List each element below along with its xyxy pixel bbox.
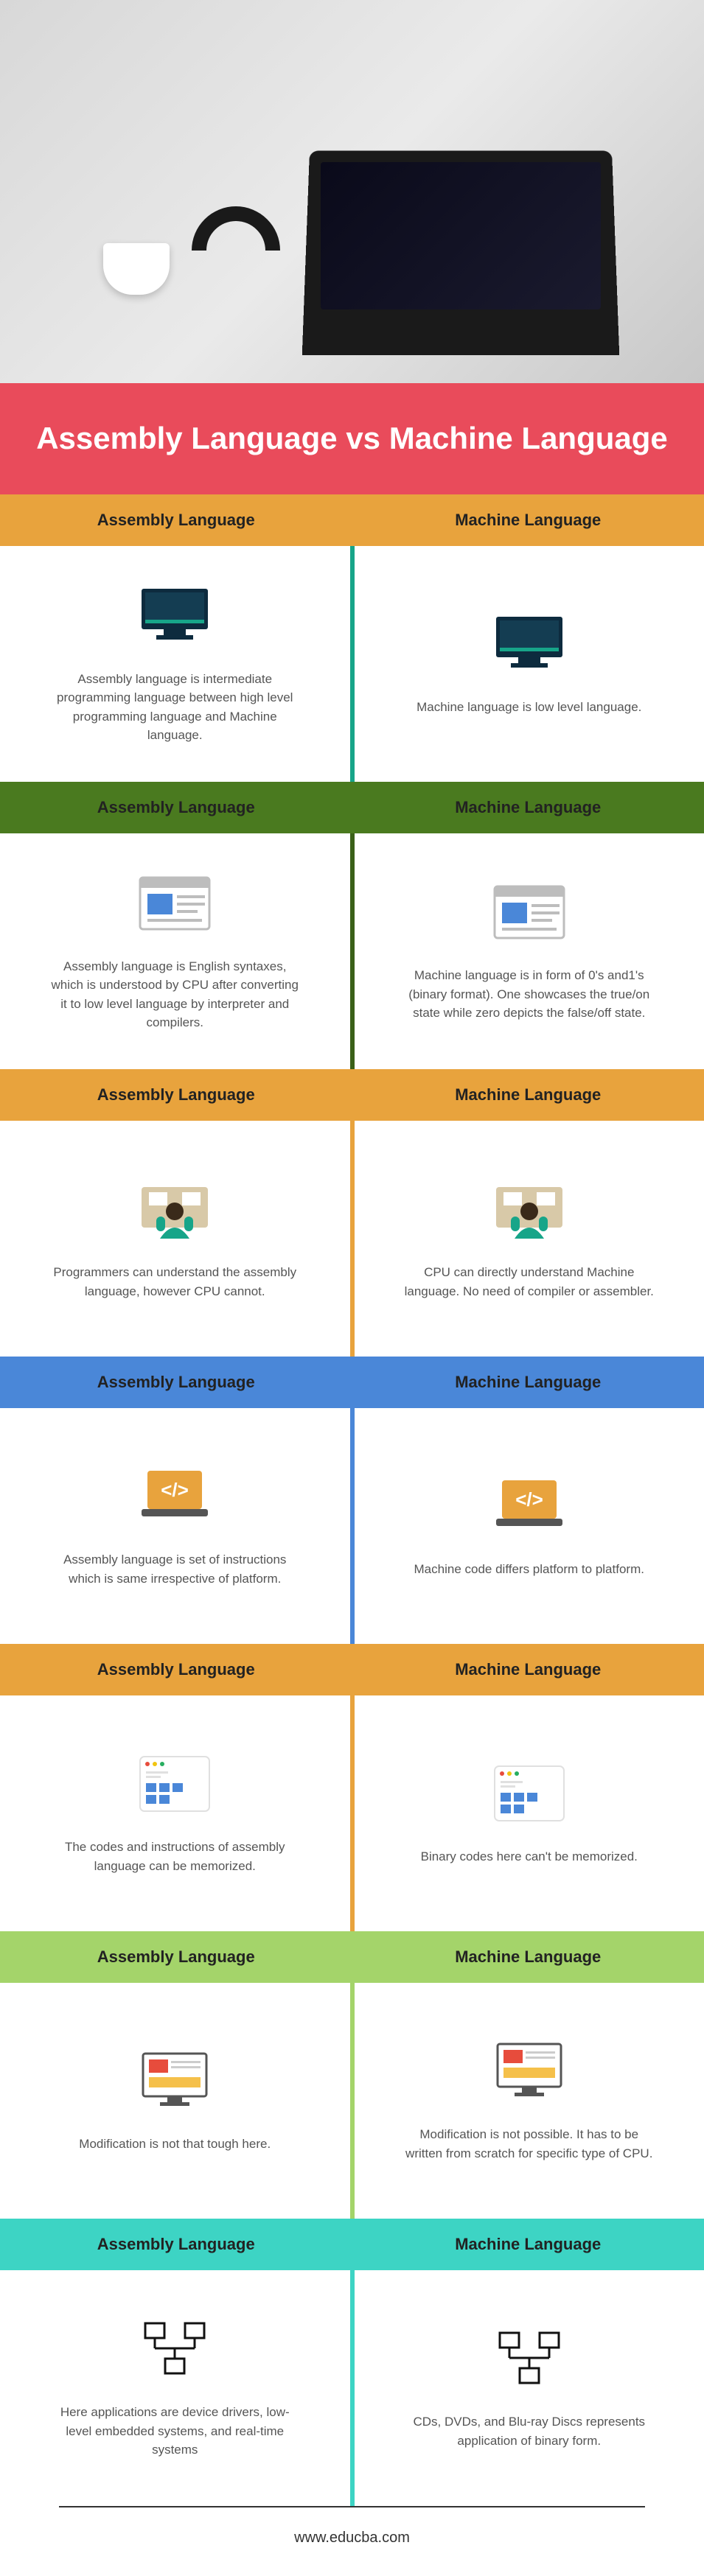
col-left-label: Assembly Language — [0, 1931, 352, 1983]
right-desc: CPU can directly understand Machine lang… — [404, 1263, 655, 1301]
left-cell: Programmers can understand the assembly … — [0, 1121, 350, 1357]
col-right-label: Machine Language — [352, 2219, 704, 2270]
section-header: Assembly Language Machine Language — [0, 1931, 704, 1983]
left-cell: Here applications are device drivers, lo… — [0, 2270, 350, 2506]
hero-image — [0, 0, 704, 383]
comparison-row: Modification is not that tough here. Mod… — [0, 1983, 704, 2219]
browser-window-icon — [134, 870, 215, 937]
monitor-page-icon — [134, 2048, 215, 2114]
section-header: Assembly Language Machine Language — [0, 1357, 704, 1408]
footer-url: www.educba.com — [59, 2506, 645, 2576]
left-desc: The codes and instructions of assembly l… — [49, 1838, 300, 1875]
person-desk-icon — [134, 1176, 215, 1242]
left-desc: Assembly language is English syntaxes, w… — [49, 957, 300, 1032]
right-cell: </> Machine code differs platform to pla… — [355, 1408, 704, 1644]
comparison-row: Assembly language is English syntaxes, w… — [0, 833, 704, 1069]
right-cell: CDs, DVDs, and Blu-ray Discs represents … — [355, 2270, 704, 2506]
col-right-label: Machine Language — [352, 1069, 704, 1121]
section-header: Assembly Language Machine Language — [0, 1069, 704, 1121]
right-cell: CPU can directly understand Machine lang… — [355, 1121, 704, 1357]
comparison-row: Here applications are device drivers, lo… — [0, 2270, 704, 2506]
section-header: Assembly Language Machine Language — [0, 494, 704, 546]
left-desc: Modification is not that tough here. — [79, 2135, 271, 2154]
monitor-dark-icon — [134, 583, 215, 649]
right-cell: Machine language is in form of 0's and1'… — [355, 833, 704, 1069]
col-left-label: Assembly Language — [0, 2219, 352, 2270]
code-laptop-icon: </> — [134, 1463, 215, 1530]
col-left-label: Assembly Language — [0, 1069, 352, 1121]
section-header: Assembly Language Machine Language — [0, 1644, 704, 1695]
right-desc: CDs, DVDs, and Blu-ray Discs represents … — [404, 2412, 655, 2450]
section-header: Assembly Language Machine Language — [0, 782, 704, 833]
left-desc: Assembly language is set of instructions… — [49, 1550, 300, 1588]
hero-headphones — [192, 206, 280, 251]
left-desc: Assembly language is intermediate progra… — [49, 670, 300, 745]
comparison-row: </> Assembly language is set of instruct… — [0, 1408, 704, 1644]
col-left-label: Assembly Language — [0, 782, 352, 833]
col-right-label: Machine Language — [352, 494, 704, 546]
page-title: Assembly Language vs Machine Language — [0, 383, 704, 494]
right-cell: Modification is not possible. It has to … — [355, 1983, 704, 2219]
network-nodes-icon — [134, 2316, 215, 2382]
code-laptop-icon: </> — [489, 1473, 570, 1539]
comparison-row: Assembly language is intermediate progra… — [0, 546, 704, 782]
col-right-label: Machine Language — [352, 1357, 704, 1408]
col-right-label: Machine Language — [352, 782, 704, 833]
section-header: Assembly Language Machine Language — [0, 2219, 704, 2270]
comparison-sections: Assembly Language Machine Language Assem… — [0, 494, 704, 2506]
svg-text:</>: </> — [161, 1479, 189, 1501]
col-left-label: Assembly Language — [0, 1644, 352, 1695]
monitor-page-icon — [489, 2038, 570, 2104]
right-desc: Machine language is in form of 0's and1'… — [404, 966, 655, 1023]
svg-text:</>: </> — [515, 1488, 543, 1511]
left-desc: Here applications are device drivers, lo… — [49, 2403, 300, 2460]
left-cell: Modification is not that tough here. — [0, 1983, 350, 2219]
left-desc: Programmers can understand the assembly … — [49, 1263, 300, 1301]
right-desc: Modification is not possible. It has to … — [404, 2125, 655, 2163]
right-cell: Machine language is low level language. — [355, 546, 704, 782]
comparison-row: Programmers can understand the assembly … — [0, 1121, 704, 1357]
right-desc: Machine code differs platform to platfor… — [414, 1560, 644, 1579]
person-desk-icon — [489, 1176, 570, 1242]
left-cell: </> Assembly language is set of instruct… — [0, 1408, 350, 1644]
left-cell: Assembly language is intermediate progra… — [0, 546, 350, 782]
col-right-label: Machine Language — [352, 1931, 704, 1983]
right-desc: Binary codes here can't be memorized. — [421, 1847, 638, 1866]
dashboard-tiles-icon — [489, 1760, 570, 1827]
left-cell: Assembly language is English syntaxes, w… — [0, 833, 350, 1069]
infographic-page: Assembly Language vs Machine Language As… — [0, 0, 704, 2576]
comparison-row: The codes and instructions of assembly l… — [0, 1695, 704, 1931]
col-right-label: Machine Language — [352, 1644, 704, 1695]
left-cell: The codes and instructions of assembly l… — [0, 1695, 350, 1931]
network-nodes-icon — [489, 2325, 570, 2392]
right-desc: Machine language is low level language. — [417, 698, 641, 717]
dashboard-tiles-icon — [134, 1751, 215, 1817]
hero-cup — [103, 243, 170, 295]
col-left-label: Assembly Language — [0, 1357, 352, 1408]
right-cell: Binary codes here can't be memorized. — [355, 1695, 704, 1931]
monitor-dark-icon — [489, 611, 570, 677]
browser-window-icon — [489, 879, 570, 945]
col-left-label: Assembly Language — [0, 494, 352, 546]
